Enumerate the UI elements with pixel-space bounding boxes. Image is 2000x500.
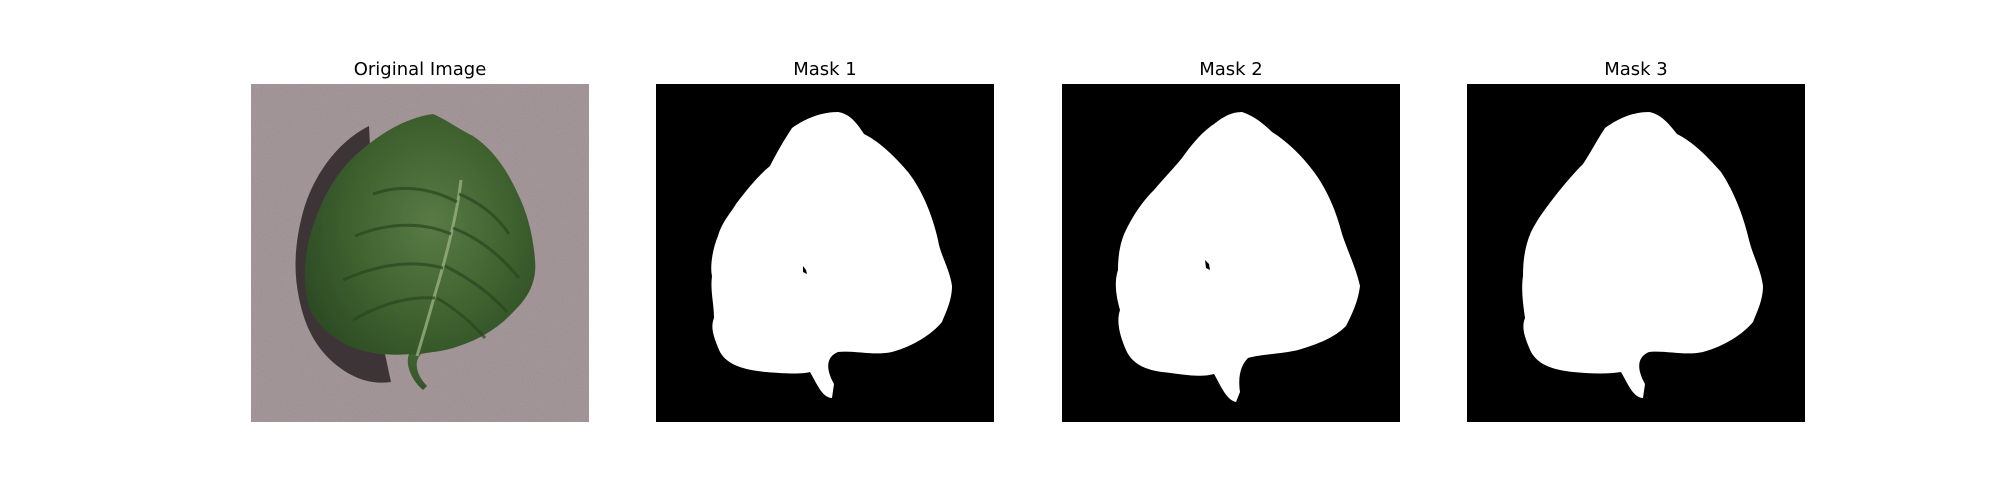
mask-speck [1314, 272, 1316, 274]
mask-2-image [1062, 84, 1400, 422]
mask-3-image [1467, 84, 1805, 422]
panel-title: Original Image [251, 58, 589, 82]
mask-1-image [656, 84, 994, 422]
original-leaf-photo [251, 84, 589, 422]
panel-mask-2: Mask 2 [1062, 0, 1400, 500]
panel-mask-3: Mask 3 [1467, 0, 1805, 500]
panel-title: Mask 1 [656, 58, 994, 82]
panel-original-image: Original Image [251, 0, 589, 500]
panel-mask-1: Mask 1 [656, 0, 994, 500]
panel-title: Mask 2 [1062, 58, 1400, 82]
panel-title: Mask 3 [1467, 58, 1805, 82]
